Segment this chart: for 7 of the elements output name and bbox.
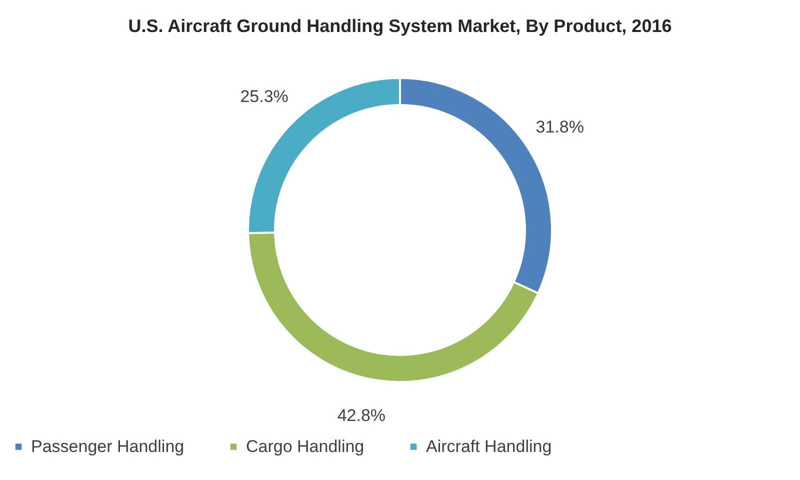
chart-title: U.S. Aircraft Ground Handling System Market, By Product, 2016 bbox=[128, 16, 672, 36]
legend-label: Aircraft Handling bbox=[426, 436, 552, 456]
legend-label: Cargo Handling bbox=[246, 436, 364, 456]
data-label: 25.3% bbox=[240, 87, 288, 106]
data-label: 42.8% bbox=[337, 406, 386, 426]
legend-label: Passenger Handling bbox=[31, 436, 184, 456]
data-label: 31.8% bbox=[536, 117, 584, 136]
